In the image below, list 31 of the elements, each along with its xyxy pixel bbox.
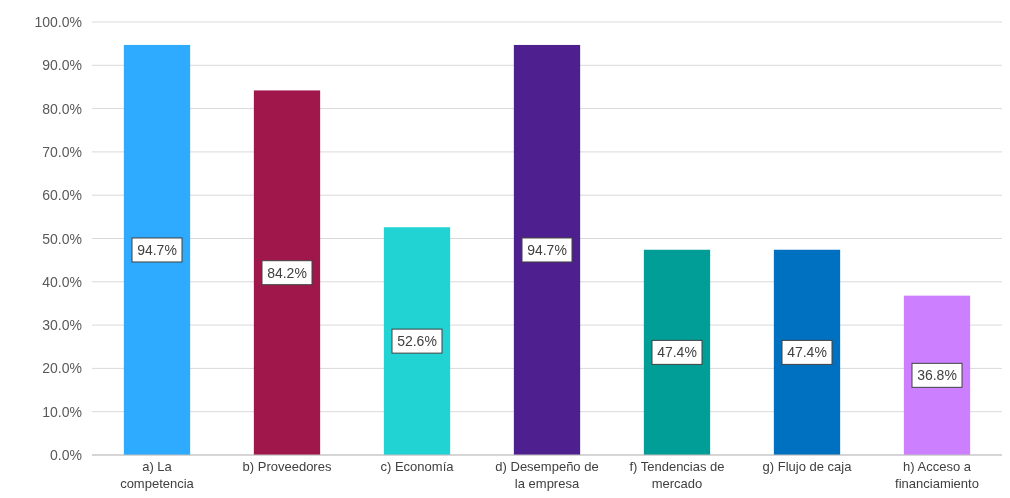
data-label: 47.4% (787, 344, 827, 361)
y-tick-label: 60.0% (42, 187, 82, 204)
y-tick-label: 20.0% (42, 360, 82, 377)
data-label: 47.4% (657, 344, 697, 361)
bar (383, 227, 451, 455)
y-tick-label: 0.0% (50, 447, 82, 463)
bar (773, 249, 841, 455)
y-tick-label: 90.0% (42, 57, 82, 74)
x-tick-label: h) Acceso a financiamiento (895, 459, 979, 491)
y-tick-label: 70.0% (42, 143, 82, 160)
bar (643, 249, 711, 455)
y-tick-label: 100.0% (34, 14, 82, 30)
y-tick-label: 40.0% (42, 273, 82, 290)
data-label: 84.2% (267, 264, 307, 281)
x-tick-label: a) La competencia (120, 459, 195, 491)
y-tick-label: 30.0% (42, 317, 82, 334)
data-label: 94.7% (137, 241, 177, 258)
bar (123, 44, 191, 455)
x-tick-label: c) Economía (380, 459, 455, 474)
data-label: 52.6% (397, 333, 437, 350)
x-tick-label: d) Desempeño de la empresa (495, 459, 599, 491)
bar (513, 44, 581, 455)
y-tick-label: 10.0% (42, 403, 82, 420)
data-label: 36.8% (917, 367, 957, 384)
data-label: 94.7% (527, 241, 567, 258)
x-tick-label: f) Tendencias de mercado (629, 459, 725, 491)
y-tick-label: 80.0% (42, 100, 82, 117)
x-tick-label: g) Flujo de caja (762, 459, 853, 474)
x-tick-label: b) Proveedores (242, 459, 332, 474)
bar (253, 90, 321, 455)
y-tick-label: 50.0% (42, 230, 82, 247)
